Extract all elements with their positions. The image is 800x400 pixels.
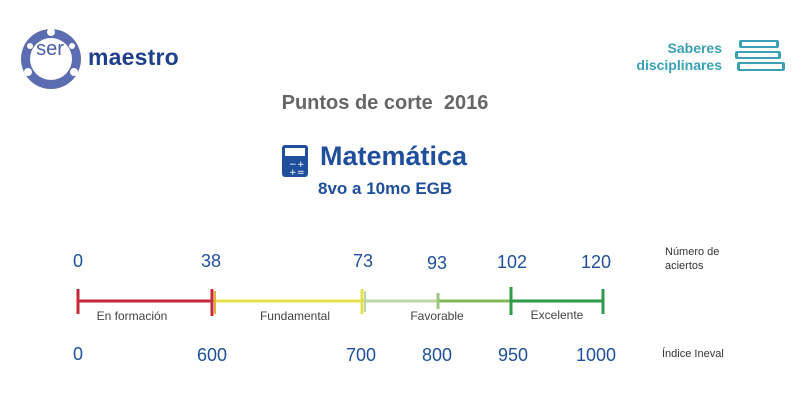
saberes-line2: disciplinares xyxy=(636,57,722,73)
segment-label: Favorable xyxy=(410,309,464,323)
aciertos-value: 120 xyxy=(580,252,612,272)
page-title: Puntos de corte 2016 xyxy=(281,92,489,114)
aciertos-value: 38 xyxy=(200,251,222,271)
segment-label: Excelente xyxy=(530,308,584,322)
aciertos-label-line2: aciertos xyxy=(665,260,704,272)
logo-ring-icon xyxy=(21,28,81,89)
saberes-heading: Saberes disciplinares xyxy=(636,40,722,74)
logo-wordmark: maestro xyxy=(88,44,179,70)
logo-prefix: ser xyxy=(36,38,64,60)
svg-text:−: − xyxy=(289,160,297,170)
ineval-value: 800 xyxy=(421,345,453,365)
ineval-value: 0 xyxy=(72,344,84,364)
aciertos-value: 73 xyxy=(352,251,374,271)
aciertos-value: 93 xyxy=(426,253,448,273)
aciertos-label-line1: Número de xyxy=(665,246,720,258)
ineval-value: 950 xyxy=(497,345,529,365)
ineval-value: 1000 xyxy=(575,345,617,365)
subject-title: Matemática xyxy=(320,141,468,171)
ineval-value: 600 xyxy=(196,345,228,365)
segment-label: En formación xyxy=(96,309,168,323)
segment-label: Fundamental xyxy=(259,309,331,323)
sermaestro-logo: ser maestro xyxy=(18,26,228,92)
aciertos-value: 0 xyxy=(72,251,84,271)
saberes-line1: Saberes xyxy=(667,40,722,56)
ineval-label: Índice Ineval xyxy=(662,348,724,360)
ineval-value: 700 xyxy=(345,345,377,365)
svg-text:=: = xyxy=(297,168,305,177)
aciertos-value: 102 xyxy=(496,252,528,272)
aciertos-label: Número de aciertos xyxy=(665,245,719,273)
books-icon xyxy=(735,40,785,71)
calculator-icon: − + + = xyxy=(282,145,308,177)
grade-range: 8vo a 10mo EGB xyxy=(318,179,453,198)
svg-text:+: + xyxy=(297,160,305,170)
svg-text:+: + xyxy=(289,168,297,177)
